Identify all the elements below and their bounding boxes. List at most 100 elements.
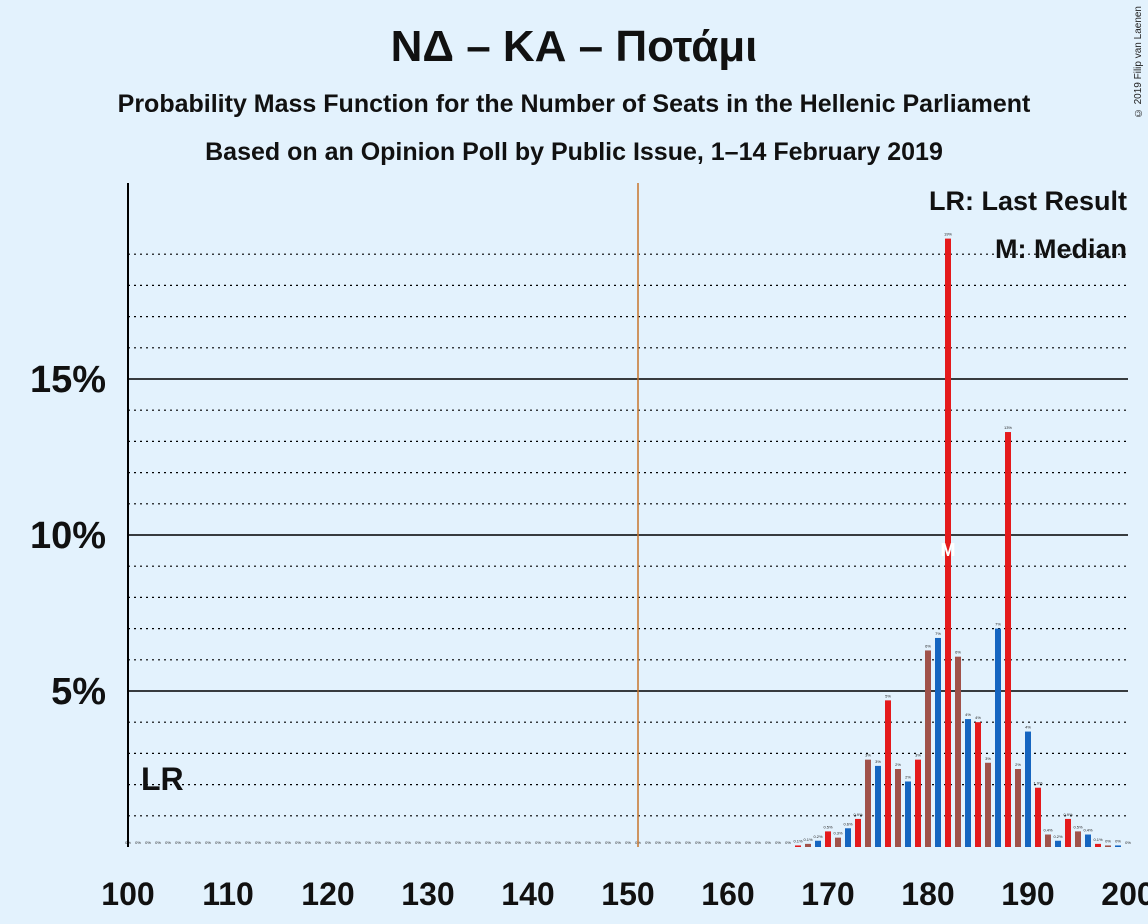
bar-value-label: 0% bbox=[145, 840, 151, 845]
bar-value-label: 0% bbox=[475, 840, 481, 845]
bar-value-label: 19% bbox=[944, 232, 952, 237]
bar-value-label: 0% bbox=[645, 840, 651, 845]
bar-value-label: 0% bbox=[465, 840, 471, 845]
bar bbox=[1055, 840, 1061, 847]
bar-value-label: 0% bbox=[485, 840, 491, 845]
bar-value-label: 0% bbox=[415, 840, 421, 845]
x-tick-label: 180 bbox=[901, 876, 954, 912]
chart-title: ΝΔ – ΚΑ – Ποτάμι bbox=[390, 22, 758, 71]
bar bbox=[975, 722, 981, 847]
bar-value-label: 0% bbox=[385, 840, 391, 845]
bar-value-label: 2% bbox=[1015, 762, 1021, 767]
last-result-label: LR bbox=[141, 761, 184, 797]
bar-value-label: 0% bbox=[555, 840, 561, 845]
bar-value-label: 3% bbox=[915, 753, 921, 758]
bar-value-label: 0% bbox=[1115, 838, 1121, 843]
gridlines bbox=[128, 253, 1128, 817]
bar-value-label: 0% bbox=[175, 840, 181, 845]
bar-value-label: 0% bbox=[335, 840, 341, 845]
bar-value-label: 0% bbox=[395, 840, 401, 845]
bar-value-label: 0.1% bbox=[803, 837, 813, 842]
bar-value-label: 0% bbox=[285, 840, 291, 845]
bar-value-label: 0.5% bbox=[823, 824, 833, 829]
bar bbox=[825, 831, 831, 847]
bar-value-label: 0% bbox=[305, 840, 311, 845]
x-tick-label: 170 bbox=[801, 876, 854, 912]
bar-value-label: 0% bbox=[445, 840, 451, 845]
bar-value-label: 0% bbox=[715, 840, 721, 845]
bar bbox=[1115, 845, 1121, 847]
bar-value-label: 0% bbox=[185, 840, 191, 845]
bar-value-label: 5% bbox=[885, 693, 891, 698]
bar-value-label: 0% bbox=[675, 840, 681, 845]
bar-value-label: 0% bbox=[655, 840, 661, 845]
x-tick-label: 110 bbox=[202, 876, 254, 912]
bar-value-label: 0.3% bbox=[833, 831, 843, 836]
bar-value-label: 0.4% bbox=[1083, 828, 1093, 833]
bar bbox=[835, 837, 841, 847]
bar-value-label: 0% bbox=[615, 840, 621, 845]
bar-value-label: 0% bbox=[765, 840, 771, 845]
bars: 0% 0% 0% 0% 0% 0% 0% 0% 0% 0% 0% 0% 0% 0% 0% 0% 0% 0% 0% 0%… bbox=[125, 232, 1131, 848]
bar-value-label: 0% bbox=[345, 840, 351, 845]
bar bbox=[1095, 843, 1101, 847]
bar-value-label: 0% bbox=[1125, 840, 1131, 845]
bar-value-label: 0% bbox=[135, 840, 141, 845]
bar-value-label: 0% bbox=[685, 840, 691, 845]
bar-value-label: 6% bbox=[955, 650, 961, 655]
bar-value-label: 0.6% bbox=[843, 821, 853, 826]
bar-value-label: 0% bbox=[325, 840, 331, 845]
bar bbox=[1035, 787, 1041, 847]
bar-value-label: 0% bbox=[575, 840, 581, 845]
bar-value-label: 0% bbox=[155, 840, 161, 845]
bar bbox=[965, 719, 971, 847]
bar-value-label: 0% bbox=[455, 840, 461, 845]
bar bbox=[1075, 831, 1081, 847]
bar-value-label: 0% bbox=[365, 840, 371, 845]
bar bbox=[925, 650, 931, 847]
bar-value-label: 0.9% bbox=[1063, 812, 1073, 817]
bar-value-label: 0% bbox=[295, 840, 301, 845]
bar bbox=[1085, 834, 1091, 847]
bar-value-label: 4% bbox=[1025, 725, 1031, 730]
bar-value-label: 0% bbox=[355, 840, 361, 845]
bar-value-label: 0% bbox=[275, 840, 281, 845]
bar-value-label: 0% bbox=[235, 840, 241, 845]
bar-value-label: 0.2% bbox=[813, 834, 823, 839]
bar bbox=[935, 637, 941, 847]
bar bbox=[985, 762, 991, 847]
bar-value-label: 7% bbox=[995, 622, 1001, 627]
bar-value-label: 0.2% bbox=[1053, 834, 1063, 839]
bar-value-label: 0% bbox=[375, 840, 381, 845]
bar-value-label: 0% bbox=[585, 840, 591, 845]
bar-value-label: 0% bbox=[405, 840, 411, 845]
bar-value-label: 0% bbox=[265, 840, 271, 845]
x-tick-label: 200 bbox=[1101, 876, 1148, 912]
bar-value-label: 0% bbox=[535, 840, 541, 845]
bar-value-label: 0% bbox=[705, 840, 711, 845]
bar-value-label: 7% bbox=[935, 631, 941, 636]
bar-value-label: 0% bbox=[515, 840, 521, 845]
bar bbox=[1105, 845, 1111, 847]
bar-value-label: 3% bbox=[875, 759, 881, 764]
bar bbox=[895, 769, 901, 847]
bar-value-label: 0% bbox=[665, 840, 671, 845]
median-marker: M bbox=[941, 540, 956, 560]
x-tick-label: 150 bbox=[601, 876, 654, 912]
bar bbox=[1065, 818, 1071, 847]
legend-median: M: Median bbox=[995, 234, 1127, 264]
bar bbox=[795, 845, 801, 847]
bar-value-label: 3% bbox=[985, 756, 991, 761]
y-axis-ticks: 5% 10% 15% bbox=[30, 359, 106, 713]
x-tick-label: 130 bbox=[401, 876, 454, 912]
x-tick-label: 120 bbox=[301, 876, 354, 912]
bar-value-label: 3% bbox=[865, 753, 871, 758]
bar-value-label: 0% bbox=[545, 840, 551, 845]
bar-value-label: 0% bbox=[785, 840, 791, 845]
bar-value-label: 0% bbox=[215, 840, 221, 845]
bar bbox=[865, 759, 871, 847]
bar-value-label: 0% bbox=[695, 840, 701, 845]
bar-value-label: 0% bbox=[495, 840, 501, 845]
bar-value-label: 0% bbox=[735, 840, 741, 845]
